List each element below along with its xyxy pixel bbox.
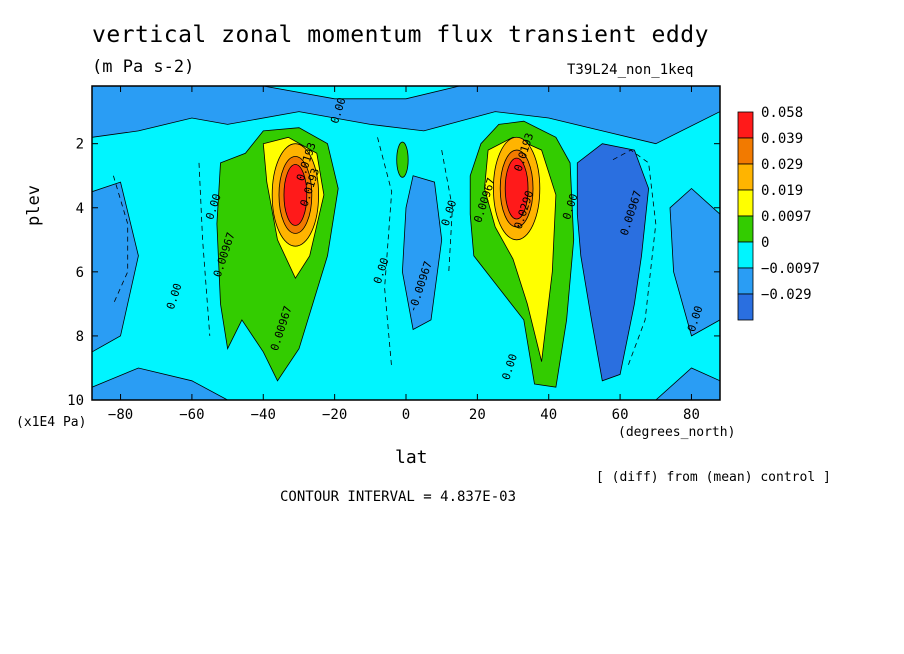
colorbar-swatch: [737, 293, 754, 321]
colorbar-swatch: [737, 215, 754, 243]
colorbar-label: −0.029: [761, 287, 812, 303]
y-tick-label: 2: [76, 137, 84, 153]
colorbar-swatch: [737, 267, 754, 295]
x-tick-label: 40: [540, 407, 557, 423]
x-tick-label: 20: [469, 407, 486, 423]
north-max-red: [504, 157, 529, 220]
south-max-red: [283, 164, 308, 226]
negative-region-bottom-right: [655, 367, 720, 400]
x-tick-label: 80: [683, 407, 700, 423]
colorbar-label: 0.029: [761, 157, 803, 173]
colorbar-label: −0.0097: [761, 261, 820, 277]
diff-note: [ (diff) from (mean) control ]: [596, 470, 831, 485]
dashed-contour-4: [377, 137, 393, 369]
negative-region-top: [92, 86, 720, 145]
y-tick-label: 4: [76, 201, 84, 217]
x-tick-label: −60: [179, 407, 204, 423]
x-axis-unit: (degrees_north): [618, 425, 736, 440]
colorbar-swatch: [737, 137, 754, 165]
equator-small-max: [396, 141, 409, 178]
x-tick-label: −80: [108, 407, 133, 423]
plot-units: (m Pa s-2): [92, 57, 195, 77]
colorbar-label: 0.019: [761, 183, 803, 199]
y-tick-label: 8: [76, 329, 84, 345]
contour-interval: CONTOUR INTERVAL = 4.837E-03: [280, 489, 517, 505]
x-tick-label: 60: [612, 407, 629, 423]
y-tick-label: 6: [76, 265, 84, 281]
colorbar-label: 0.058: [761, 105, 803, 121]
dashed-contour-1: [612, 149, 657, 369]
y-axis-unit: (x1E4 Pa): [16, 415, 87, 430]
negative-region-equator: [401, 175, 443, 331]
colorbar-swatch: [737, 163, 754, 191]
negative-region-bottom-left: [92, 367, 228, 400]
run-label: T39L24_non_1keq: [567, 62, 694, 78]
x-tick-label: 0: [402, 407, 410, 423]
dashed-contour-2: [198, 162, 211, 336]
colorbar-label: 0.0097: [761, 209, 812, 225]
negative-region-east-edge: [669, 187, 720, 337]
colorbar-label: 0.039: [761, 131, 803, 147]
colorbar-swatch: [737, 111, 754, 139]
negative-region-north-mid: [576, 143, 650, 382]
colorbar-swatch: [737, 241, 754, 269]
negative-region-west-edge: [92, 181, 139, 353]
dashed-contour-0: [113, 175, 129, 305]
y-tick-label: 10: [67, 393, 84, 409]
x-axis-label: lat: [395, 447, 428, 468]
x-tick-label: −20: [322, 407, 347, 423]
colorbar-label: 0: [761, 235, 769, 251]
x-tick-label: −40: [251, 407, 276, 423]
colorbar-swatch: [737, 189, 754, 217]
plot-title: vertical zonal momentum flux transient e…: [92, 22, 709, 48]
dashed-contour-3: [441, 150, 453, 272]
